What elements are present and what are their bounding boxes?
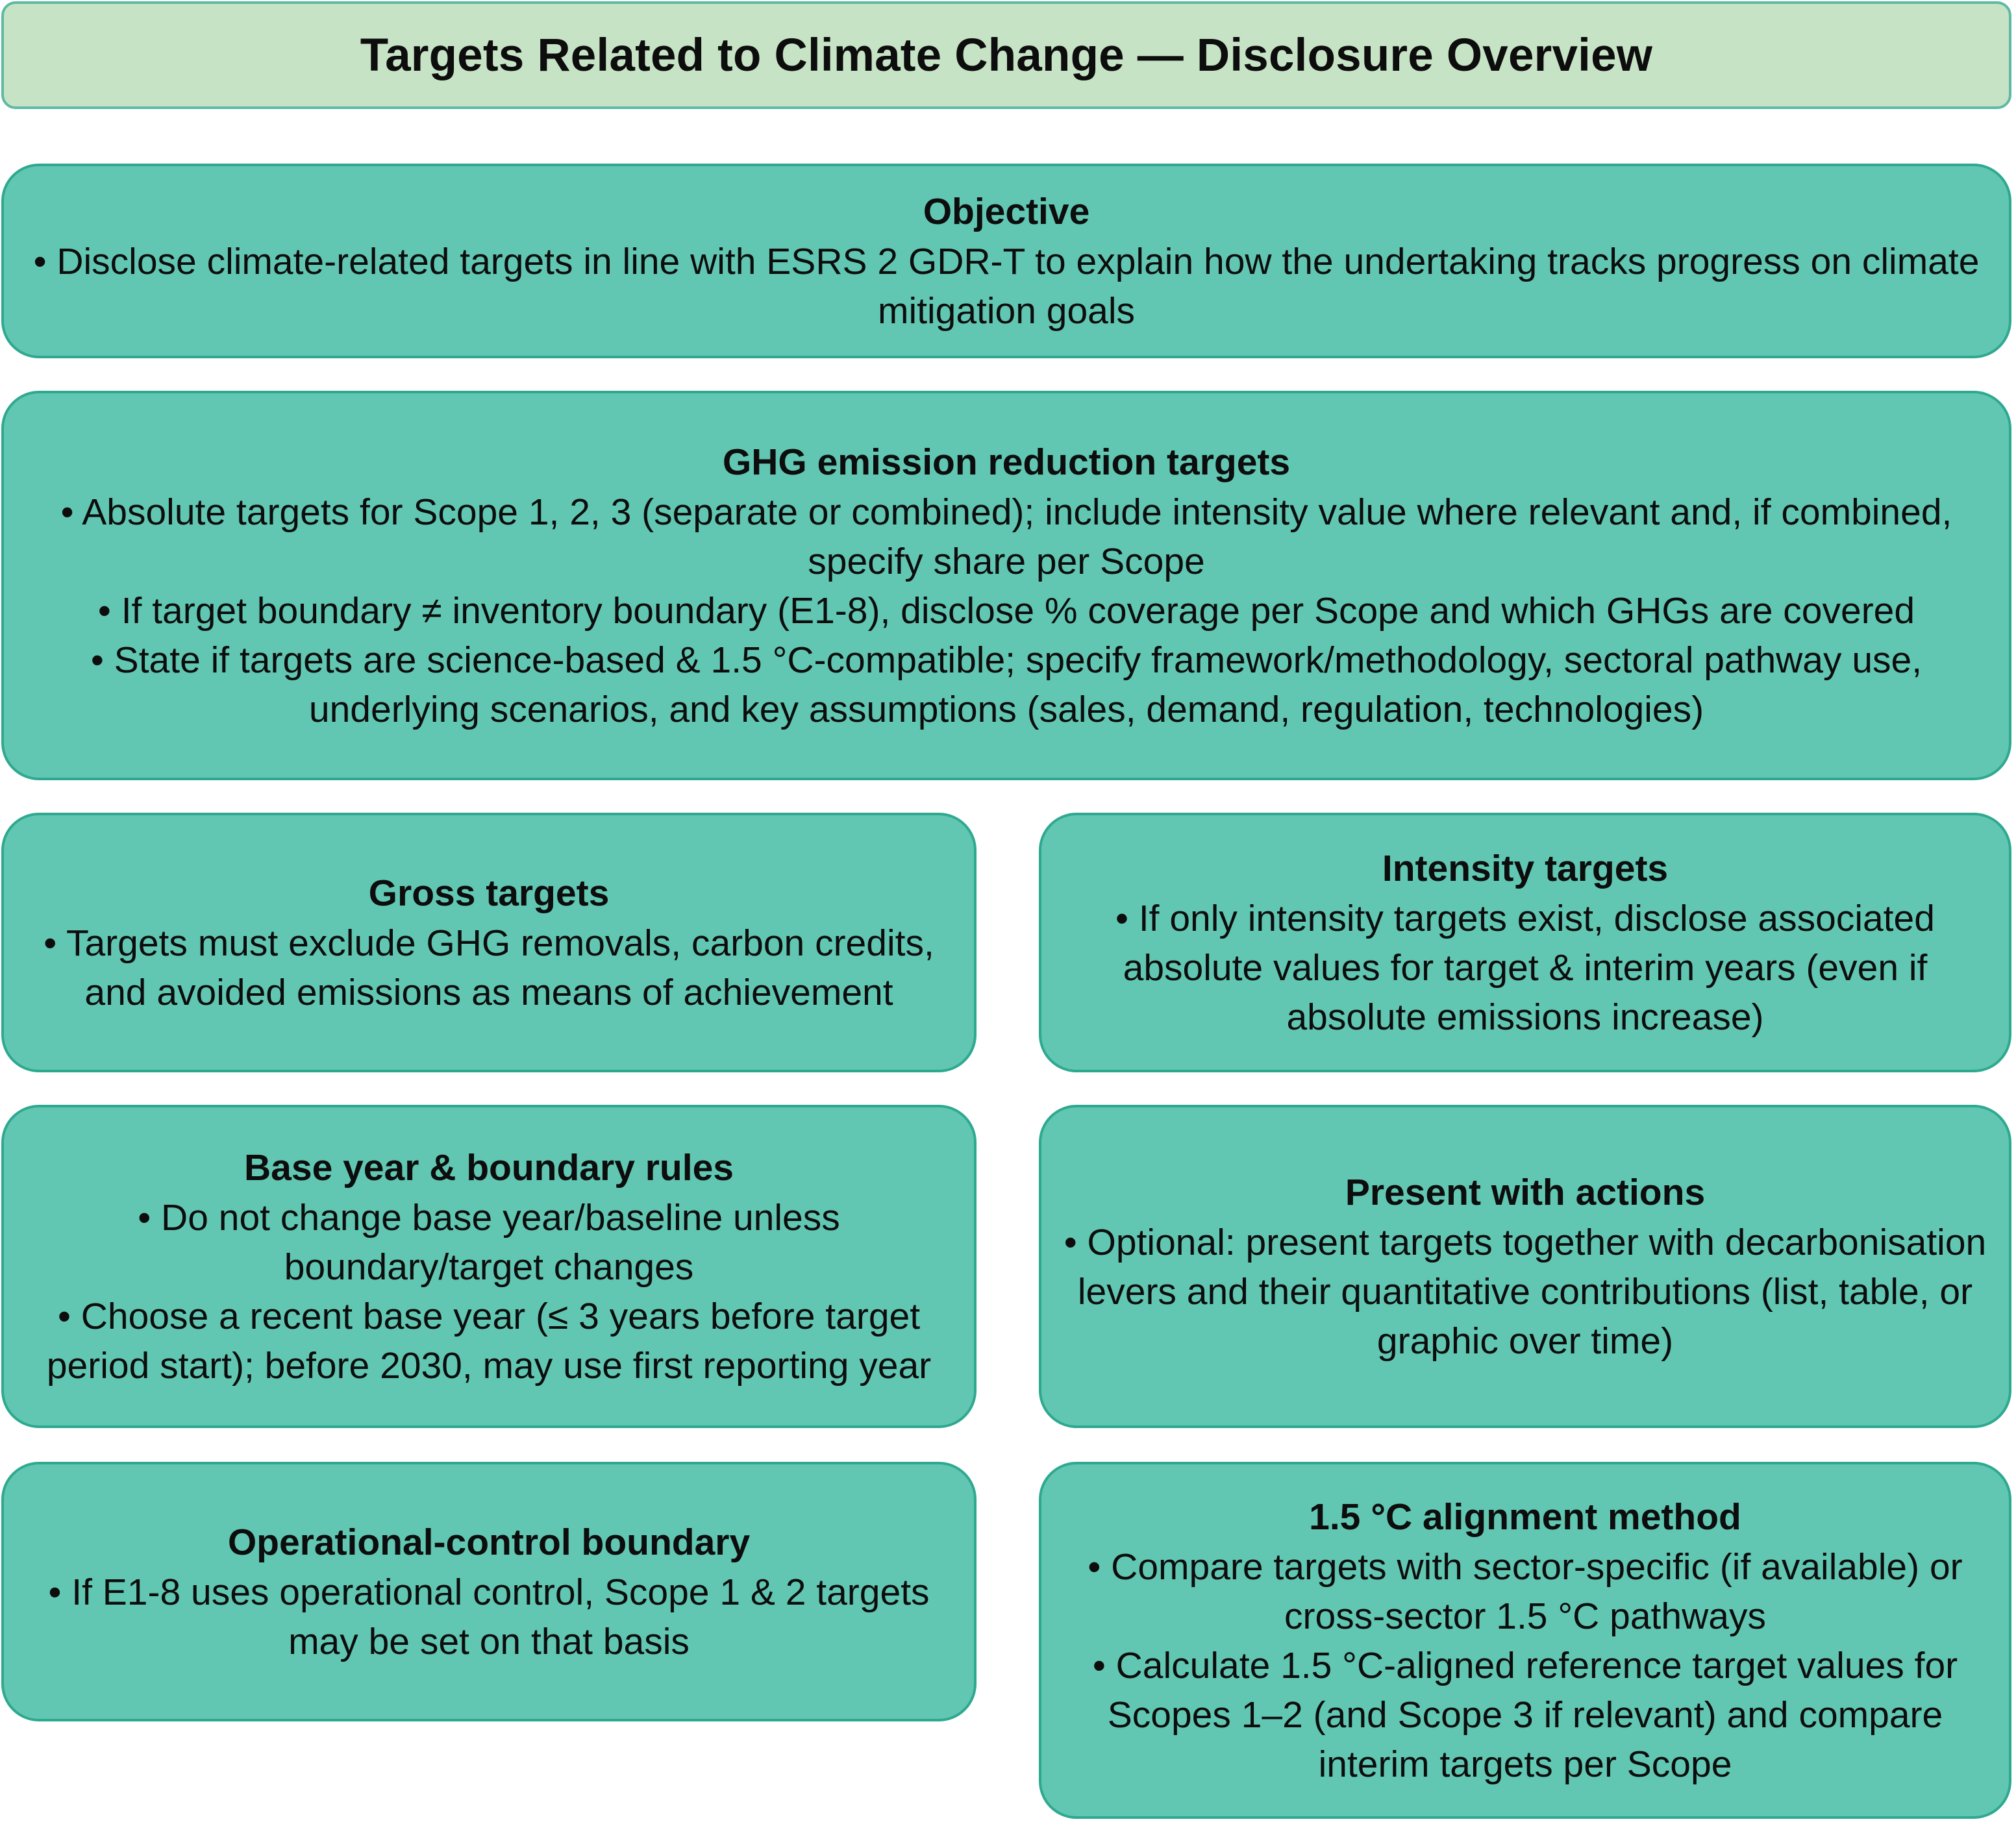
objective-card: Objective • Disclose climate-related tar… (1, 164, 2011, 358)
present-actions-card: Present with actions • Optional: present… (1039, 1105, 2011, 1428)
title-banner: Targets Related to Climate Change — Disc… (1, 1, 2011, 109)
base-year-heading: Base year & boundary rules (244, 1147, 734, 1189)
base-year-bullet-2: • Choose a recent base year (≤ 3 years b… (46, 1296, 932, 1387)
intensity-targets-bullet-1: • If only intensity targets exist, discl… (1115, 898, 1935, 1038)
present-actions-bullet-1: • Optional: present targets together wit… (1064, 1222, 1987, 1362)
base-year-card: Base year & boundary rules • Do not chan… (1, 1105, 977, 1428)
alignment-method-bullet-2: • Calculate 1.5 °C-aligned reference tar… (1092, 1645, 1958, 1785)
page-title: Targets Related to Climate Change — Disc… (360, 29, 1653, 81)
operational-control-bullet-1: • If E1-8 uses operational control, Scop… (48, 1572, 930, 1662)
gross-targets-card: Gross targets • Targets must exclude GHG… (1, 813, 977, 1072)
ghg-targets-heading: GHG emission reduction targets (722, 441, 1291, 483)
intensity-targets-heading: Intensity targets (1382, 848, 1669, 889)
intensity-targets-card: Intensity targets • If only intensity ta… (1039, 813, 2011, 1072)
ghg-targets-card: GHG emission reduction targets • Absolut… (1, 391, 2011, 780)
present-actions-heading: Present with actions (1345, 1172, 1706, 1213)
operational-control-heading: Operational-control boundary (227, 1522, 751, 1563)
objective-bullet-1: • Disclose climate-related targets in li… (33, 241, 1980, 332)
base-year-bullet-1: • Do not change base year/baseline unles… (138, 1197, 840, 1288)
ghg-targets-bullet-1: • Absolute targets for Scope 1, 2, 3 (se… (60, 491, 1952, 582)
alignment-method-card: 1.5 °C alignment method • Compare target… (1039, 1462, 2011, 1819)
gross-targets-heading: Gross targets (368, 872, 610, 914)
alignment-method-heading: 1.5 °C alignment method (1309, 1496, 1741, 1538)
alignment-method-bullet-1: • Compare targets with sector-specific (… (1088, 1546, 1963, 1637)
objective-heading: Objective (923, 191, 1090, 232)
operational-control-card: Operational-control boundary • If E1-8 u… (1, 1462, 977, 1721)
gross-targets-bullet-1: • Targets must exclude GHG removals, car… (44, 922, 934, 1013)
ghg-targets-bullet-2: • If target boundary ≠ inventory boundar… (97, 590, 1915, 632)
ghg-targets-bullet-3: • State if targets are science-based & 1… (90, 639, 1923, 730)
